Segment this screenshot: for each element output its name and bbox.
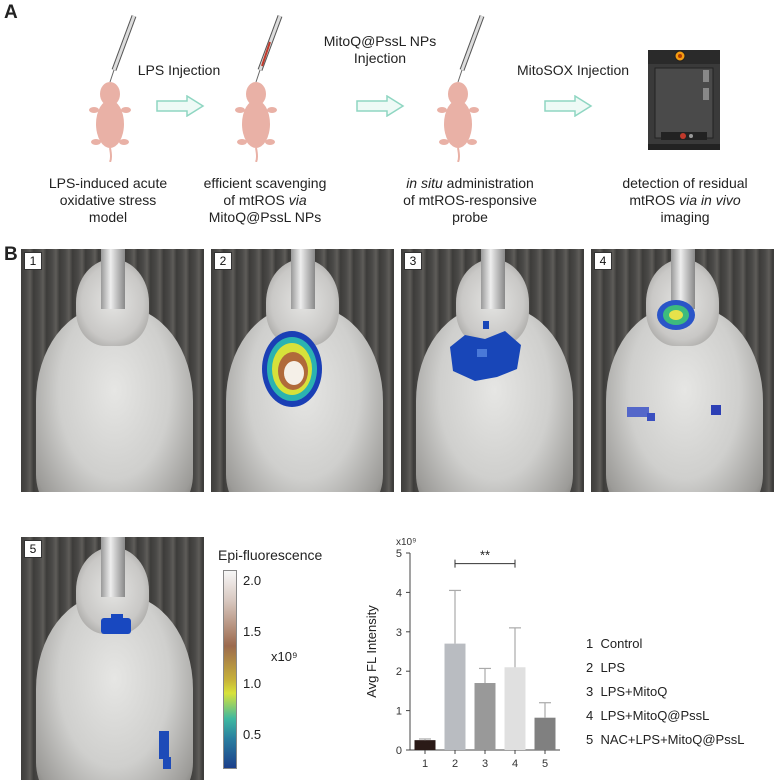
x-tick-label: 3	[482, 758, 488, 770]
image-number: 1	[24, 252, 42, 270]
legend-num: 2	[586, 660, 594, 675]
bar	[474, 683, 496, 750]
mouse-syringe-icon	[235, 15, 283, 162]
mouse-image-3: 3	[401, 249, 584, 492]
y-scale-label: x10⁹	[396, 537, 416, 548]
legend-num: 4	[586, 708, 594, 723]
image-number: 4	[594, 252, 612, 270]
y-tick-label: 4	[396, 587, 402, 599]
colorbar-exponent: x10⁹	[271, 649, 298, 664]
legend-num: 5	[586, 732, 594, 747]
legend-item-3: 3 LPS+MitoQ	[586, 684, 667, 699]
bar	[414, 740, 436, 750]
legend-label: NAC+LPS+MitoQ@PssL	[600, 732, 745, 747]
significance-label: **	[480, 548, 490, 563]
legend-item-2: 2 LPS	[586, 660, 625, 675]
image-number: 3	[404, 252, 422, 270]
x-tick-label: 5	[542, 758, 548, 770]
colorbar	[223, 570, 237, 769]
caption-line: in situ administration	[406, 175, 534, 191]
mouse-syringe-icon	[89, 15, 137, 162]
mouse-image-4: 4	[591, 249, 774, 492]
x-tick-label: 4	[512, 758, 518, 770]
y-tick-label: 2	[396, 666, 402, 678]
arrow-label-np-injection: MitoQ@PssL NPs Injection	[323, 33, 437, 66]
step-caption-1: LPS-induced acute oxidative stress model	[28, 175, 188, 226]
legend-num: 1	[586, 636, 594, 651]
y-tick-label: 5	[396, 548, 402, 560]
arrow-label-lps-injection: LPS Injection	[137, 62, 221, 78]
right-arrow-icon	[544, 95, 593, 117]
image-number: 2	[214, 252, 232, 270]
legend-label: LPS	[600, 660, 626, 675]
colorbar-tick: 0.5	[243, 727, 262, 742]
colorbar-title: Epi-fluorescence	[218, 547, 323, 563]
bar	[444, 643, 466, 750]
caption-line: oxidative stress	[59, 192, 157, 208]
legend-item-4: 4 LPS+MitoQ@PssL	[586, 708, 709, 723]
panel-a-letter: A	[4, 2, 18, 23]
caption-line: mtROS via in vivo	[629, 192, 741, 208]
imaging-system-icon	[648, 50, 720, 150]
mouse-syringe-icon	[437, 15, 485, 162]
y-tick-label: 1	[396, 706, 402, 718]
caption-line: MitoQ@PssL NPs	[208, 209, 322, 225]
legend-num: 3	[586, 684, 594, 699]
fluorescence-signal	[159, 731, 171, 769]
legend-item-5: 5 NAC+LPS+MitoQ@PssL	[586, 732, 744, 747]
caption-line: probe	[452, 209, 488, 225]
caption-line: of mtROS via	[223, 192, 307, 208]
step-caption-2: efficient scavenging of mtROS via MitoQ@…	[185, 175, 345, 226]
caption-line: efficient scavenging	[203, 175, 327, 191]
legend-label: LPS+MitoQ@PssL	[600, 708, 710, 723]
colorbar-tick: 2.0	[243, 573, 262, 588]
x-tick-label: 1	[422, 758, 428, 770]
fluorescence-signal	[450, 321, 521, 381]
caption-line: LPS-induced acute	[48, 175, 168, 191]
arrow-label-mitosox-injection: MitoSOX Injection	[516, 62, 630, 78]
legend-label: LPS+MitoQ	[600, 684, 668, 699]
colorbar-tick: 1.5	[243, 624, 262, 639]
fluorescence-signal	[657, 300, 695, 330]
fluorescence-signal	[262, 331, 322, 407]
right-arrow-icon	[356, 95, 405, 117]
bar	[504, 667, 526, 750]
step-caption-3: in situ administration of mtROS-responsi…	[385, 175, 555, 226]
caption-line: of mtROS-responsive	[403, 192, 537, 208]
caption-line: model	[88, 209, 128, 225]
right-arrow-icon	[156, 95, 205, 117]
x-tick-label: 2	[452, 758, 458, 770]
y-tick-label: 3	[396, 627, 402, 639]
legend-label: Control	[600, 636, 643, 651]
colorbar-tick: 1.0	[243, 676, 262, 691]
bar	[534, 717, 556, 750]
mouse-image-1: 1	[21, 249, 204, 492]
legend-item-1: 1 Control	[586, 636, 642, 651]
caption-line: detection of residual	[622, 175, 748, 191]
image-number: 5	[24, 540, 42, 558]
y-axis-label: Avg FL Intensity	[364, 605, 379, 698]
panel-b-letter: B	[4, 244, 18, 265]
fluorescence-signal	[101, 614, 131, 634]
fluorescence-signal	[627, 405, 721, 421]
mouse-image-2: 2	[211, 249, 394, 492]
y-tick-label: 0	[396, 745, 402, 757]
caption-line: imaging	[660, 209, 710, 225]
step-caption-4: detection of residual mtROS via in vivo …	[605, 175, 765, 226]
mouse-image-5: 5	[21, 537, 204, 780]
